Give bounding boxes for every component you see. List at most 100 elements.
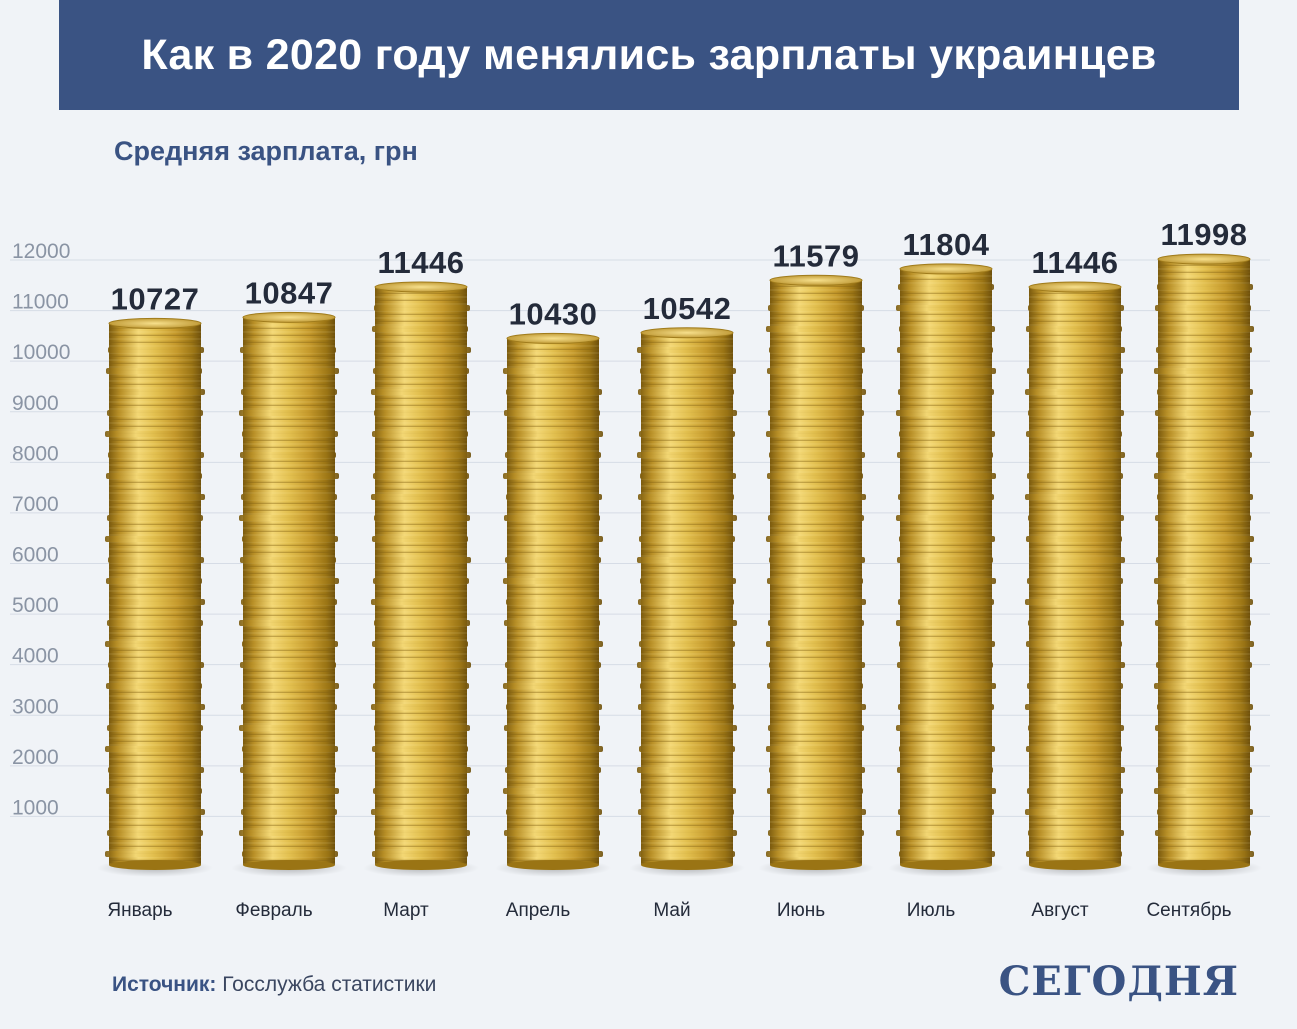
- coin: [897, 452, 993, 458]
- coin: [639, 851, 735, 857]
- coin: [375, 767, 471, 773]
- coin: [898, 809, 994, 815]
- coin: [639, 431, 735, 437]
- coin: [769, 557, 865, 563]
- coin: [506, 494, 602, 500]
- coin: [503, 473, 599, 479]
- coin: [1026, 536, 1122, 542]
- coin: [641, 725, 737, 731]
- coin: [239, 830, 335, 836]
- coin: [504, 515, 600, 521]
- coin: [373, 788, 469, 794]
- y-tick-label: 5000: [12, 594, 59, 617]
- coin: [768, 410, 864, 416]
- coin: [1156, 767, 1252, 773]
- coin: [896, 725, 992, 731]
- x-category-label: Апрель: [506, 900, 571, 921]
- coin: [239, 410, 335, 416]
- coin: [639, 746, 735, 752]
- coin: [243, 578, 339, 584]
- coin: [374, 305, 470, 311]
- y-tick-label: 1000: [12, 796, 59, 819]
- coin-stack-top: [769, 274, 863, 286]
- coin: [640, 578, 736, 584]
- coin: [898, 494, 994, 500]
- value-label: 11446: [378, 245, 465, 280]
- coin: [504, 410, 600, 416]
- coin-stack-bar: [629, 327, 745, 877]
- coin: [372, 536, 468, 542]
- coin: [1028, 830, 1124, 836]
- coin-ridges: [243, 322, 335, 865]
- coin: [767, 473, 863, 479]
- coin: [900, 368, 996, 374]
- coin: [637, 557, 733, 563]
- coin: [769, 347, 865, 353]
- coin: [766, 851, 862, 857]
- coin: [768, 725, 864, 731]
- coin: [241, 809, 337, 815]
- coin: [899, 536, 995, 542]
- coin: [899, 326, 995, 332]
- coin: [1025, 704, 1121, 710]
- coin: [896, 515, 992, 521]
- coin: [375, 662, 471, 668]
- x-category-label: Июль: [907, 900, 956, 921]
- y-tick-label: 8000: [12, 442, 59, 465]
- coin: [898, 389, 994, 395]
- coin: [641, 410, 737, 416]
- coin: [1157, 704, 1253, 710]
- coin: [1028, 515, 1124, 521]
- coin: [240, 557, 336, 563]
- coin: [105, 851, 201, 857]
- coin: [640, 788, 736, 794]
- coin: [240, 347, 336, 353]
- coin: [373, 368, 469, 374]
- coin: [106, 578, 202, 584]
- coin: [638, 704, 734, 710]
- coin: [374, 620, 470, 626]
- coin: [371, 704, 467, 710]
- x-category-label: Январь: [107, 900, 172, 921]
- coin: [239, 515, 335, 521]
- coin: [1027, 683, 1123, 689]
- coin: [1028, 620, 1124, 626]
- coin: [239, 620, 335, 626]
- coin: [1155, 725, 1251, 731]
- value-label: 11446: [1032, 245, 1119, 280]
- coin: [1155, 515, 1251, 521]
- value-label: 11579: [773, 238, 860, 273]
- coin: [375, 557, 471, 563]
- coin: [770, 494, 866, 500]
- coin: [900, 473, 996, 479]
- coin-stack-base: [1158, 860, 1250, 870]
- coin: [1154, 788, 1250, 794]
- coin: [1158, 536, 1254, 542]
- coin: [769, 452, 865, 458]
- coin: [639, 641, 735, 647]
- coin: [105, 746, 201, 752]
- coin: [1025, 599, 1121, 605]
- coin: [1028, 725, 1124, 731]
- coin: [242, 851, 338, 857]
- coin-stack-top: [640, 327, 734, 339]
- coin: [637, 347, 733, 353]
- coin: [241, 599, 337, 605]
- coin: [108, 347, 204, 353]
- x-category-label: Сентябрь: [1146, 900, 1231, 921]
- coin: [639, 536, 735, 542]
- coin-stack-top: [506, 332, 600, 344]
- coin-stack-base: [900, 860, 992, 870]
- coin: [107, 410, 203, 416]
- coin: [507, 536, 603, 542]
- coin: [896, 305, 992, 311]
- x-category-label: Февраль: [235, 900, 312, 921]
- coin-stack-base: [770, 860, 862, 870]
- coin: [897, 767, 993, 773]
- coin: [898, 284, 994, 290]
- coin: [768, 830, 864, 836]
- value-label: 10542: [643, 291, 732, 326]
- coin: [505, 452, 601, 458]
- coin: [637, 767, 733, 773]
- coin: [899, 641, 995, 647]
